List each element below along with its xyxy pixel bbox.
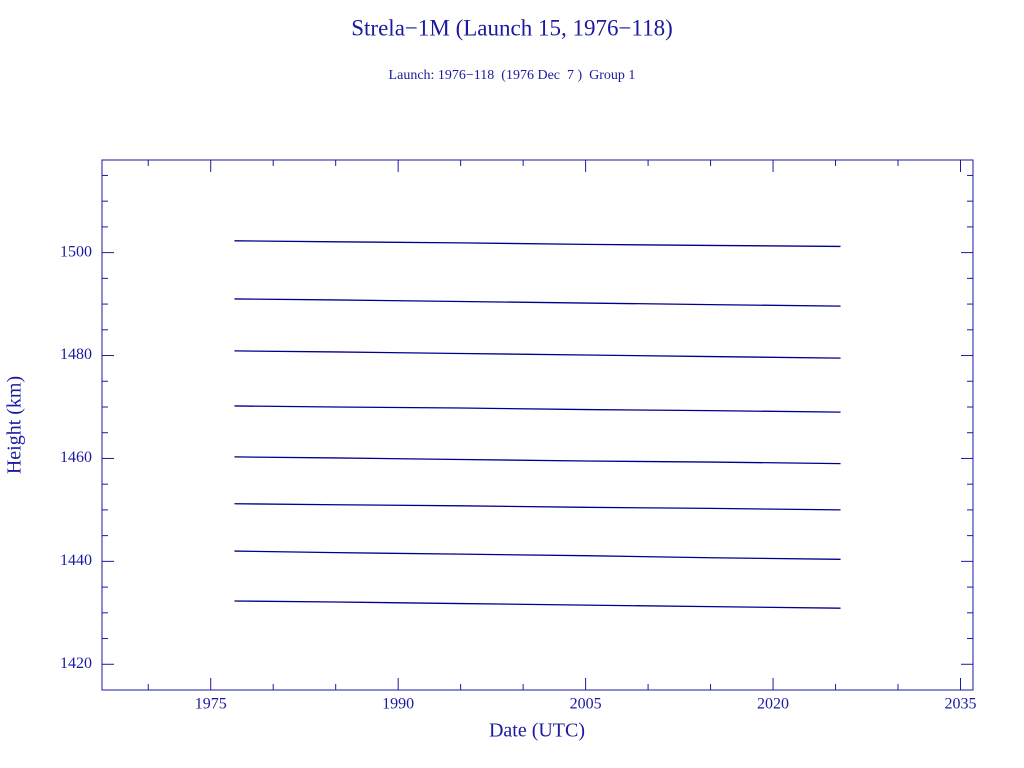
series-line: [234, 350, 841, 359]
series-line: [234, 298, 841, 307]
y-tick-label: 1440: [60, 552, 92, 569]
plot-frame: [101, 159, 974, 691]
x-axis-label: Date (UTC): [489, 720, 585, 742]
series-line: [234, 600, 841, 609]
y-axis-label: Height (km): [4, 376, 26, 474]
chart-subtitle: Launch: 1976−118 (1976 Dec 7 ) Group 1: [389, 68, 636, 83]
x-tick-label: 2020: [757, 696, 789, 713]
y-tick-label: 1500: [60, 243, 92, 260]
series-line: [234, 503, 841, 511]
series-line: [234, 550, 841, 560]
x-tick-label: 1975: [195, 696, 227, 713]
x-tick-label: 1990: [382, 696, 414, 713]
chart-title: Strela−1M (Launch 15, 1976−118): [351, 15, 672, 40]
y-tick-label: 1460: [60, 449, 92, 466]
y-tick-label: 1480: [60, 346, 92, 363]
y-tick-label: 1420: [60, 655, 92, 672]
series-line: [234, 405, 841, 413]
series-line: [234, 240, 841, 248]
x-tick-label: 2035: [945, 696, 977, 713]
series-line: [234, 456, 841, 465]
x-tick-label: 2005: [570, 696, 602, 713]
